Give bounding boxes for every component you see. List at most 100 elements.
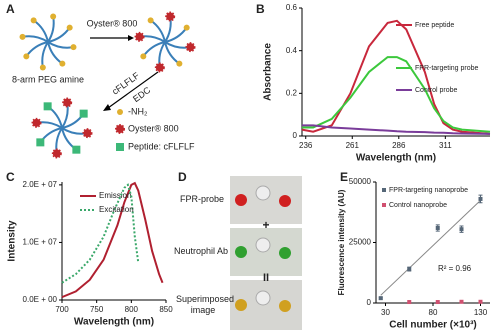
legend-label: FPR-targeting probe bbox=[415, 65, 479, 72]
reagent-label: EDC bbox=[131, 85, 153, 105]
series-line bbox=[302, 124, 491, 135]
series-line bbox=[302, 56, 491, 133]
amine bbox=[176, 60, 183, 67]
reagent-label: Oyster® 800 bbox=[87, 18, 138, 28]
amine bbox=[59, 60, 66, 67]
x-tick-label: 30 bbox=[381, 308, 390, 317]
x-tick-label: 286 bbox=[392, 141, 406, 150]
series-line bbox=[61, 181, 164, 299]
x-tick-label: 130 bbox=[474, 308, 488, 317]
y-axis-label: Intensity bbox=[7, 220, 18, 262]
row-label: FPR-probe bbox=[179, 194, 224, 204]
legend-label: -NH₂ bbox=[128, 106, 148, 116]
peg-arm bbox=[47, 41, 74, 49]
dye bbox=[62, 97, 73, 108]
y-tick-label: 1.0E + 07 bbox=[23, 238, 58, 247]
x-tick-label: 261 bbox=[346, 141, 360, 150]
y-tick-label: 0.0E + 00 bbox=[23, 295, 58, 304]
point bbox=[435, 300, 440, 305]
point bbox=[478, 299, 483, 304]
trend-line bbox=[380, 200, 481, 296]
cell bbox=[255, 237, 271, 253]
legend-symbol bbox=[115, 124, 125, 134]
series-line bbox=[61, 183, 140, 284]
x-axis-label: Cell number (×10³) bbox=[389, 320, 477, 331]
panel-label: E bbox=[340, 170, 348, 184]
dye bbox=[165, 11, 176, 22]
amine bbox=[140, 53, 147, 60]
cell bbox=[255, 185, 271, 201]
peg-arm bbox=[22, 35, 49, 43]
y-tick-label: 0.2 bbox=[286, 88, 298, 97]
y-axis-label: Absorbance bbox=[263, 43, 274, 101]
peptide bbox=[72, 145, 81, 154]
point bbox=[478, 196, 483, 201]
x-tick-label: 750 bbox=[90, 305, 104, 314]
y-tick-label: 0.6 bbox=[286, 3, 298, 12]
arrow bbox=[107, 71, 159, 109]
cell bbox=[235, 299, 247, 311]
peptide bbox=[43, 102, 52, 111]
y-tick-label: 0 bbox=[367, 298, 372, 307]
legend-label: Oyster® 800 bbox=[128, 123, 179, 133]
legend-label: Excitation bbox=[99, 205, 134, 214]
y-tick-label: 50000 bbox=[349, 177, 372, 186]
panel-label: D bbox=[178, 170, 187, 184]
amine bbox=[19, 33, 26, 40]
panel-label: A bbox=[6, 2, 15, 16]
panel-label: B bbox=[256, 2, 265, 16]
dye bbox=[31, 117, 42, 128]
legend-marker bbox=[382, 188, 386, 192]
legend-label: FPR-targeting nanoprobe bbox=[389, 187, 468, 194]
point bbox=[459, 299, 464, 304]
dye bbox=[82, 128, 93, 139]
amine bbox=[183, 24, 190, 31]
dye bbox=[51, 148, 62, 159]
cell bbox=[235, 194, 247, 206]
peg-arm bbox=[41, 41, 49, 68]
amine bbox=[30, 17, 37, 24]
point bbox=[435, 225, 440, 230]
legend-label: Control probe bbox=[415, 87, 458, 94]
legend-label: Peptide: cFLFLF bbox=[128, 141, 195, 151]
amine bbox=[66, 24, 73, 31]
amine bbox=[50, 13, 57, 20]
amine bbox=[70, 44, 77, 51]
y-tick-label: 0.4 bbox=[286, 46, 298, 55]
point bbox=[378, 296, 383, 301]
point bbox=[407, 300, 412, 305]
operator: + bbox=[262, 218, 269, 232]
cell bbox=[235, 246, 247, 258]
start-label: 8-arm PEG amine bbox=[12, 74, 84, 84]
y-tick-label: 25000 bbox=[349, 238, 372, 247]
amine bbox=[39, 64, 46, 71]
dye bbox=[154, 62, 165, 73]
legend-marker bbox=[382, 203, 386, 207]
x-tick-label: 236 bbox=[299, 141, 313, 150]
legend-label: Free peptide bbox=[415, 22, 454, 29]
cell bbox=[279, 247, 291, 259]
point bbox=[407, 267, 412, 272]
x-axis-label: Wavelength (nm) bbox=[356, 153, 436, 164]
panel-label: C bbox=[6, 170, 15, 184]
x-tick-label: 800 bbox=[125, 305, 139, 314]
arrow-head bbox=[128, 35, 134, 41]
dye bbox=[185, 42, 196, 53]
x-tick-label: 80 bbox=[429, 308, 438, 317]
x-tick-label: 850 bbox=[159, 305, 173, 314]
legend-label: Emission bbox=[99, 191, 131, 200]
cell bbox=[279, 300, 291, 312]
legend-symbol bbox=[117, 109, 123, 115]
legend-label: Control nanoprobe bbox=[389, 202, 447, 209]
row-label: Superimposed image bbox=[176, 294, 235, 315]
legend-symbol bbox=[116, 143, 124, 151]
dye bbox=[134, 31, 145, 42]
y-tick-label: 2.0E + 07 bbox=[23, 180, 58, 189]
peptide bbox=[36, 138, 45, 147]
amine bbox=[23, 53, 30, 60]
cell bbox=[255, 290, 271, 306]
peptide bbox=[79, 109, 88, 118]
x-axis-label: Wavelength (nm) bbox=[74, 317, 154, 328]
y-axis-label: Fluorescence intensity (AU) bbox=[337, 189, 346, 295]
